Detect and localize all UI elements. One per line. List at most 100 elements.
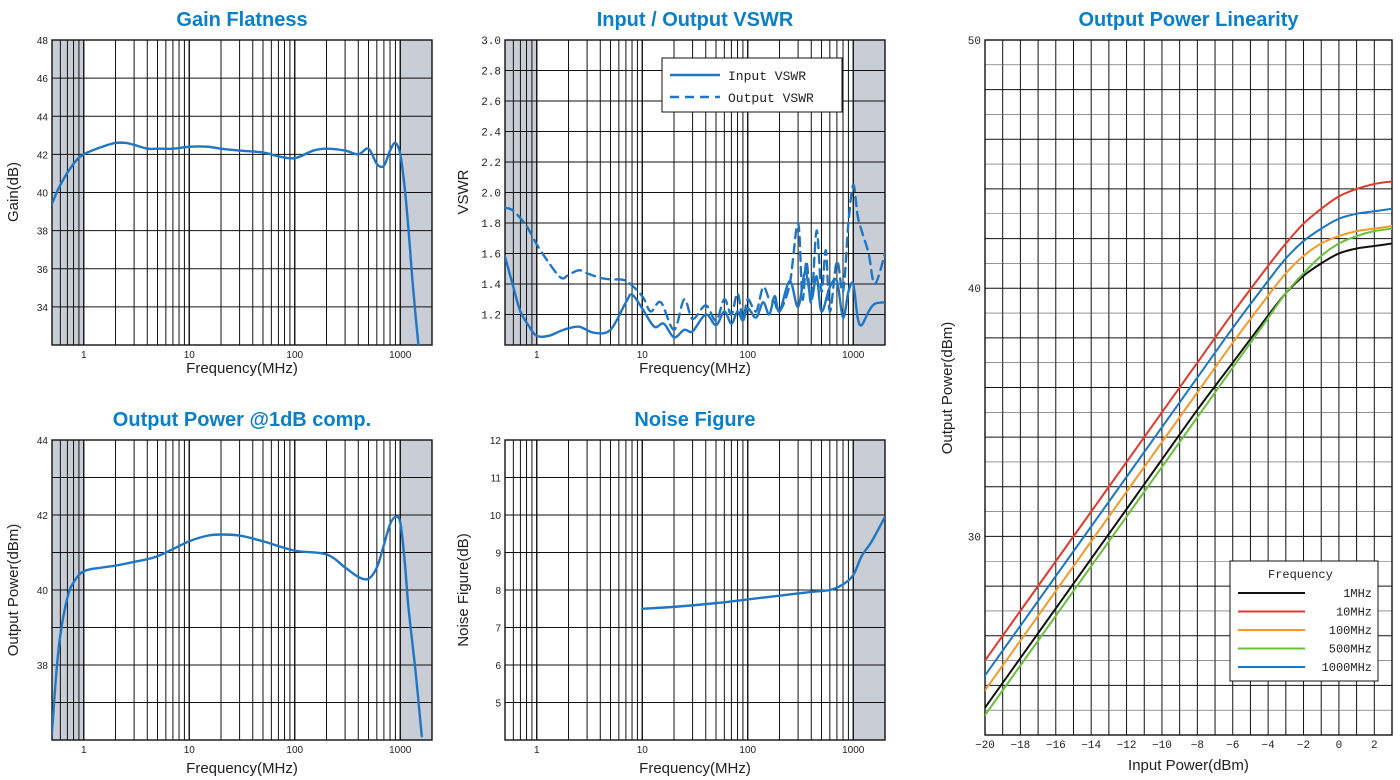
y-tick-label: 44 xyxy=(37,436,49,447)
x-tick-label: −18 xyxy=(1010,740,1030,752)
series-line-0 xyxy=(641,515,885,610)
series-line-1mhz xyxy=(985,242,1392,709)
x-tick-label: −10 xyxy=(1152,740,1172,752)
y-tick-label: 50 xyxy=(968,36,981,48)
y-tick-label: 2.6 xyxy=(481,97,501,109)
x-tick-label: 100 xyxy=(286,350,303,361)
y-tick-label: 11 xyxy=(491,474,502,485)
series-group xyxy=(52,141,420,345)
y-tick-label: 5 xyxy=(495,699,501,710)
x-tick-label: 100 xyxy=(739,745,756,756)
y-tick-label: 1.2 xyxy=(481,311,501,323)
legend-label: Output VSWR xyxy=(728,91,814,106)
chart-1: Input / Output VSWR 1 10 100 1000 1.2 1.4 1.6 1.… xyxy=(455,9,886,377)
x-tick-label: 10 xyxy=(184,350,196,361)
series-group xyxy=(641,515,885,610)
x-axis-label: Frequency(MHz) xyxy=(639,360,751,377)
y-tick-label: 36 xyxy=(37,265,49,276)
y-tick-label: 40 xyxy=(37,189,49,200)
series-line-0 xyxy=(52,515,423,738)
x-tick-label: −12 xyxy=(1117,740,1137,752)
plot-frame xyxy=(504,39,886,346)
chart-0: Gain Flatness 1 10 100 1000 34 36 38 40 42 44 46 48 F… xyxy=(5,9,433,377)
legend-label: 10MHz xyxy=(1336,606,1372,620)
x-tick-label: 10 xyxy=(637,745,649,756)
x-tick-label: 1000 xyxy=(842,745,865,756)
x-axis-label: Input Power(dBm) xyxy=(1128,757,1249,774)
x-axis-label: Frequency(MHz) xyxy=(639,760,751,777)
x-tick-label: 1000 xyxy=(389,745,412,756)
legend-label: 1MHz xyxy=(1343,587,1372,601)
series-group xyxy=(505,183,885,339)
x-tick-label: 1 xyxy=(534,745,540,756)
series-line-100mhz xyxy=(985,225,1392,692)
series-line-input-vswr xyxy=(505,255,885,339)
series-line-output-vswr xyxy=(505,183,885,331)
grid xyxy=(52,40,432,345)
y-tick-label: 48 xyxy=(37,36,49,47)
y-tick-label: 2.8 xyxy=(481,67,501,79)
y-tick-label: 42 xyxy=(37,511,49,522)
y-tick-label: 12 xyxy=(490,436,502,447)
y-tick-label: 2.4 xyxy=(481,128,501,140)
plot-frame xyxy=(51,39,433,346)
chart-3: Output Power @1dB comp. 1 10 100 1000 38 40 42 4… xyxy=(5,409,433,777)
x-tick-label: −2 xyxy=(1297,740,1310,752)
x-tick-label: −4 xyxy=(1262,740,1276,752)
legend-label: 500MHz xyxy=(1329,643,1372,657)
grid xyxy=(505,440,885,740)
x-tick-label: 1 xyxy=(81,350,87,361)
y-axis-label: Noise Figure(dB) xyxy=(455,533,472,646)
x-tick-label: −16 xyxy=(1046,740,1066,752)
x-tick-label: −20 xyxy=(975,740,995,752)
chart-title: Input / Output VSWR xyxy=(597,9,794,31)
y-tick-label: 38 xyxy=(37,227,49,238)
x-tick-label: −6 xyxy=(1226,740,1239,752)
legend-label: 1000MHz xyxy=(1322,661,1372,675)
y-tick-label: 44 xyxy=(37,112,49,123)
x-tick-label: 1000 xyxy=(842,350,865,361)
plot-frame xyxy=(51,439,433,741)
y-tick-label: 10 xyxy=(490,511,502,522)
chart-2: Output Power Linearity−20 −18 −16 −14 −12 −10… xyxy=(939,9,1393,774)
y-tick-label: 8 xyxy=(495,586,501,597)
x-tick-label: 1 xyxy=(81,745,87,756)
x-tick-label: 0 xyxy=(1336,740,1343,752)
y-tick-label: 40 xyxy=(968,284,981,296)
y-axis-label: Output Power(dBm) xyxy=(5,524,22,657)
y-tick-label: 9 xyxy=(495,549,501,560)
y-tick-label: 46 xyxy=(37,74,49,85)
chart-4: Noise Figure 1 10 100 1000 5 6 7 8 9 10 11 12 Frequen… xyxy=(455,409,886,777)
x-axis-label: Frequency(MHz) xyxy=(186,760,298,777)
series-line-500mhz xyxy=(985,227,1392,717)
chart-title: Noise Figure xyxy=(634,409,755,431)
legend: Input VSWR Output VSWR xyxy=(661,57,843,113)
series-group xyxy=(985,180,1392,717)
y-tick-label: 38 xyxy=(37,661,49,672)
x-tick-label: 100 xyxy=(739,350,756,361)
series-line-0 xyxy=(52,141,420,345)
x-tick-label: 2 xyxy=(1371,740,1378,752)
legend-title: Frequency xyxy=(1268,568,1333,582)
x-axis-label: Frequency(MHz) xyxy=(186,360,298,377)
y-tick-label: 42 xyxy=(37,150,49,161)
chart-title: Output Power Linearity xyxy=(1078,9,1299,31)
y-axis-label: Gain(dB) xyxy=(5,162,22,222)
y-axis-label: Output Power(dBm) xyxy=(939,322,956,455)
y-tick-label: 30 xyxy=(968,532,981,544)
x-tick-label: 10 xyxy=(637,350,649,361)
legend: Frequency 1MHz 10MHz 100MHz 500MHz 1000MHz xyxy=(1229,560,1379,682)
legend-box xyxy=(661,57,843,113)
y-tick-label: 2.2 xyxy=(481,158,501,170)
y-tick-label: 34 xyxy=(37,303,49,314)
y-tick-label: 6 xyxy=(495,661,501,672)
y-tick-label: 1.6 xyxy=(481,250,501,262)
y-tick-label: 40 xyxy=(37,586,49,597)
x-tick-label: 100 xyxy=(286,745,303,756)
y-tick-label: 3.0 xyxy=(481,36,501,48)
x-tick-label: −14 xyxy=(1081,740,1101,752)
y-tick-label: 2.0 xyxy=(481,189,501,201)
legend-label: Input VSWR xyxy=(728,69,806,84)
chart-title: Gain Flatness xyxy=(176,9,307,31)
